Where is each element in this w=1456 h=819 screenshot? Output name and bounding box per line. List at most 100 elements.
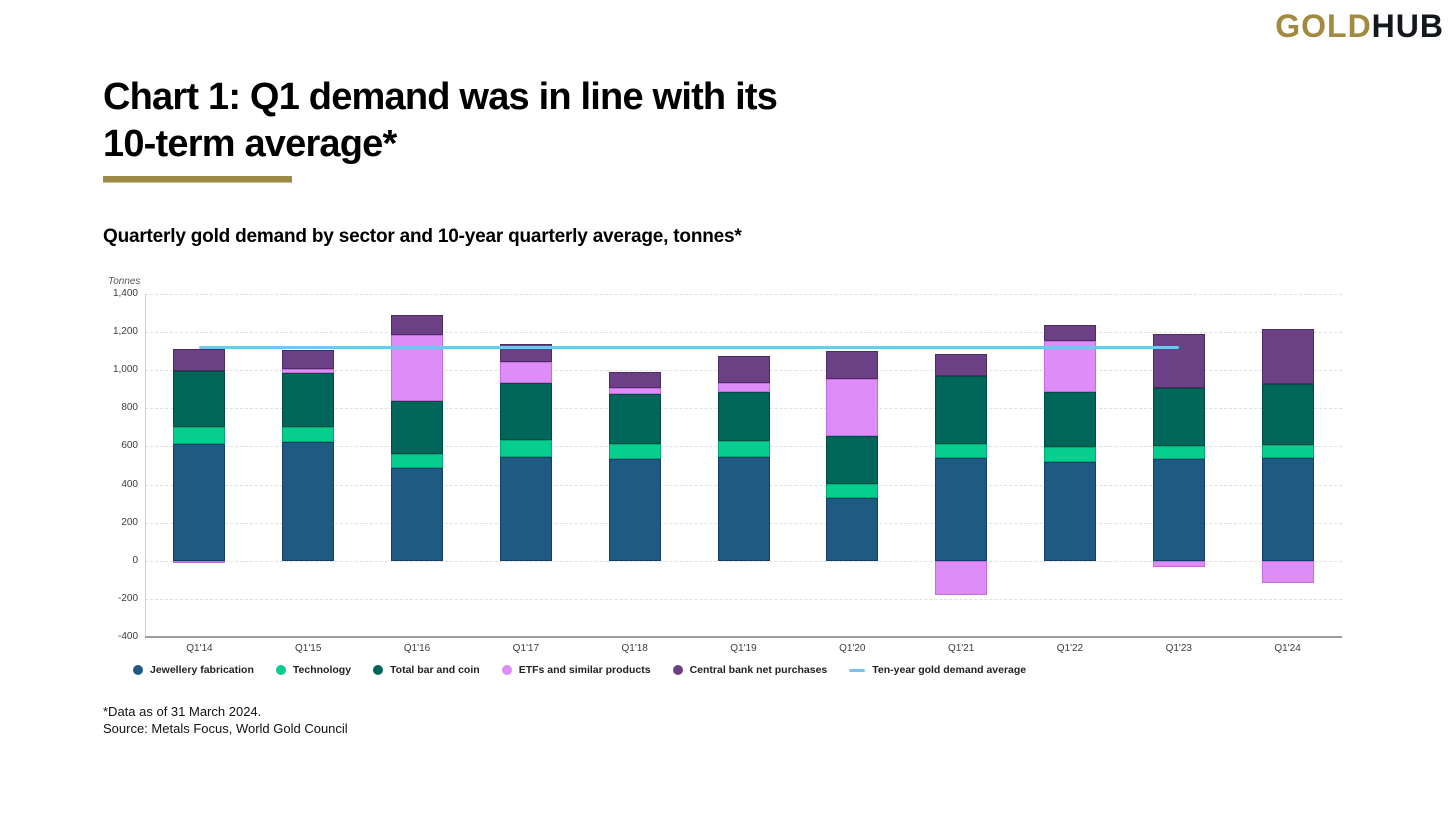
bar-segment-total-bar-and-coin-q1-17[interactable]: [499, 383, 552, 440]
bar-segment-total-bar-and-coin-q1-18[interactable]: [608, 394, 661, 444]
bar-segment-etfs-and-similar-products-q1-18[interactable]: [608, 387, 661, 395]
bar-segment-central-bank-net-purchases-q1-15[interactable]: [282, 350, 335, 369]
bar-segment-central-bank-net-purchases-q1-22[interactable]: [1043, 325, 1096, 341]
ten-year-average-line[interactable]: [199, 345, 1179, 349]
bar-segment-jewellery-fabrication-q1-21[interactable]: [935, 458, 988, 561]
bar-segment-central-bank-net-purchases-q1-16[interactable]: [391, 315, 444, 336]
bar-segment-jewellery-fabrication-q1-20[interactable]: [826, 498, 879, 561]
bar-segment-jewellery-fabrication-q1-15[interactable]: [282, 441, 335, 561]
bar-segment-jewellery-fabrication-q1-16[interactable]: [391, 468, 444, 561]
bar-segment-etfs-and-similar-products-q1-22[interactable]: [1043, 340, 1096, 393]
y-tick-label: 1,000: [112, 364, 138, 376]
bar-segment-etfs-and-similar-products-q1-20[interactable]: [826, 378, 879, 436]
bar-segment-technology-q1-24[interactable]: [1261, 444, 1314, 459]
bar-segment-total-bar-and-coin-q1-24[interactable]: [1261, 384, 1314, 445]
x-axis-labels: Q1'14 Q1'15 Q1'16 Q1'17 Q1'18 Q1'19 Q1'20 Q1'21…: [145, 643, 1342, 657]
x-tick-label-q1-20: Q1'20: [839, 643, 866, 654]
chart-subtitle: Quarterly gold demand by sector and 10-y…: [103, 226, 742, 247]
y-tick-label: -400: [117, 631, 138, 642]
bar-segment-technology-q1-19[interactable]: [717, 440, 770, 458]
bar-segment-jewellery-fabrication-q1-18[interactable]: [608, 459, 661, 561]
legend-item-ten-year-gold-demand-average[interactable]: Ten-year gold demand average: [849, 664, 1026, 676]
bar-segment-etfs-and-similar-products-q1-19[interactable]: [717, 383, 770, 393]
y-tick-label: 0: [132, 554, 138, 566]
bar-segment-etfs-and-similar-products-q1-23[interactable]: [1152, 560, 1205, 568]
x-tick-label-q1-17: Q1'17: [512, 643, 540, 654]
legend-label: Total bar and coin: [390, 664, 480, 676]
bar-segment-technology-q1-18[interactable]: [608, 443, 661, 459]
bar-segment-jewellery-fabrication-q1-24[interactable]: [1261, 458, 1314, 561]
goldhub-logo[interactable]: GOLDHUB: [1275, 8, 1444, 45]
bar-segment-jewellery-fabrication-q1-17[interactable]: [499, 456, 552, 561]
footnote-source: Source: Metals Focus, World Gold Council: [103, 721, 348, 736]
legend-label: Technology: [292, 664, 352, 676]
bar-segment-total-bar-and-coin-q1-21[interactable]: [935, 375, 988, 444]
y-axis-labels: 1,400 1,200 1,000 800 600 400 200 0 -200 -400: [50, 288, 138, 642]
bar-segment-etfs-and-similar-products-q1-24[interactable]: [1261, 560, 1314, 584]
bar-segment-total-bar-and-coin-q1-23[interactable]: [1152, 388, 1205, 447]
x-tick-label-q1-15: Q1'15: [295, 643, 322, 654]
bar-segment-central-bank-net-purchases-q1-18[interactable]: [608, 372, 661, 388]
x-tick-label-q1-24: Q1'24: [1274, 643, 1301, 654]
logo-hub-text: HUB: [1371, 8, 1444, 44]
bar-segment-technology-q1-14[interactable]: [173, 427, 226, 444]
bar-segment-central-bank-net-purchases-q1-23[interactable]: [1152, 334, 1205, 389]
bar-segment-etfs-and-similar-products-q1-21[interactable]: [935, 560, 988, 595]
y-tick-label: 1,200: [112, 326, 138, 338]
x-tick-label-q1-16: Q1'16: [403, 643, 431, 654]
legend-dot-icon: [133, 665, 143, 675]
y-tick-label: 400: [121, 478, 138, 490]
x-tick-label-q1-19: Q1'19: [730, 643, 757, 654]
legend-dot-icon: [672, 665, 683, 675]
bar-segment-jewellery-fabrication-q1-14[interactable]: [173, 443, 226, 561]
legend-label: Jewellery fabrication: [150, 664, 254, 676]
legend-item-jewellery-fabrication[interactable]: Jewellery fabrication: [133, 664, 254, 676]
y-tick-label: 600: [121, 440, 138, 452]
bar-segment-central-bank-net-purchases-q1-21[interactable]: [935, 353, 988, 376]
gridline: [145, 332, 1342, 334]
bar-segment-total-bar-and-coin-q1-14[interactable]: [173, 370, 226, 428]
bar-segment-technology-q1-17[interactable]: [499, 439, 552, 457]
bar-segment-technology-q1-15[interactable]: [282, 427, 335, 442]
bar-segment-central-bank-net-purchases-q1-24[interactable]: [1261, 328, 1314, 385]
y-tick-label: -200: [117, 592, 138, 604]
legend-dot-icon: [501, 665, 512, 675]
legend-dot-icon: [275, 665, 286, 675]
bar-segment-technology-q1-20[interactable]: [826, 484, 879, 499]
x-tick-label-q1-23: Q1'23: [1165, 643, 1192, 654]
bar-segment-total-bar-and-coin-q1-16[interactable]: [391, 401, 444, 454]
bar-segment-total-bar-and-coin-q1-19[interactable]: [717, 392, 770, 441]
page-title-line2: 10-term average*: [103, 123, 397, 165]
bar-segment-jewellery-fabrication-q1-19[interactable]: [717, 457, 770, 561]
legend-label: Ten-year gold demand average: [872, 664, 1027, 676]
legend: Jewellery fabrication Technology Total bar…: [133, 664, 1048, 676]
bar-segment-central-bank-net-purchases-q1-14[interactable]: [173, 349, 226, 371]
bar-segment-technology-q1-16[interactable]: [391, 453, 444, 469]
bar-segment-jewellery-fabrication-q1-22[interactable]: [1043, 462, 1096, 561]
bar-segment-technology-q1-21[interactable]: [935, 443, 988, 459]
y-tick-label: 1,400: [112, 288, 138, 299]
bar-segment-total-bar-and-coin-q1-15[interactable]: [282, 373, 335, 428]
bar-segment-central-bank-net-purchases-q1-19[interactable]: [717, 356, 770, 384]
logo-gold-text: GOLD: [1275, 8, 1372, 44]
legend-item-total-bar-and-coin[interactable]: Total bar and coin: [373, 664, 480, 676]
bar-segment-total-bar-and-coin-q1-20[interactable]: [826, 435, 879, 485]
bar-segment-technology-q1-23[interactable]: [1152, 446, 1205, 459]
bar-segment-jewellery-fabrication-q1-23[interactable]: [1152, 458, 1205, 561]
gridline: [145, 598, 1342, 600]
bar-segment-etfs-and-similar-products-q1-14[interactable]: [173, 560, 226, 563]
bar-segment-central-bank-net-purchases-q1-20[interactable]: [826, 351, 879, 379]
legend-item-etfs-and-similar-products[interactable]: ETFs and similar products: [501, 664, 651, 676]
bar-segment-total-bar-and-coin-q1-22[interactable]: [1043, 392, 1096, 447]
footnote-data-asof: *Data as of 31 March 2024.: [103, 704, 262, 719]
x-axis-line: [145, 636, 1342, 638]
x-tick-label-q1-22: Q1'22: [1056, 643, 1084, 654]
bar-segment-technology-q1-22[interactable]: [1043, 447, 1096, 463]
legend-item-technology[interactable]: Technology: [275, 664, 352, 676]
y-axis-unit-label: Tonnes: [108, 276, 141, 287]
x-tick-label-q1-14: Q1'14: [186, 643, 213, 654]
page-title-line1: Chart 1: Q1 demand was in line with its: [103, 76, 778, 118]
legend-item-central-bank-net-purchases[interactable]: Central bank net purchases: [672, 664, 827, 676]
bar-segment-etfs-and-similar-products-q1-17[interactable]: [499, 362, 552, 384]
bar-segment-etfs-and-similar-products-q1-15[interactable]: [282, 368, 335, 374]
